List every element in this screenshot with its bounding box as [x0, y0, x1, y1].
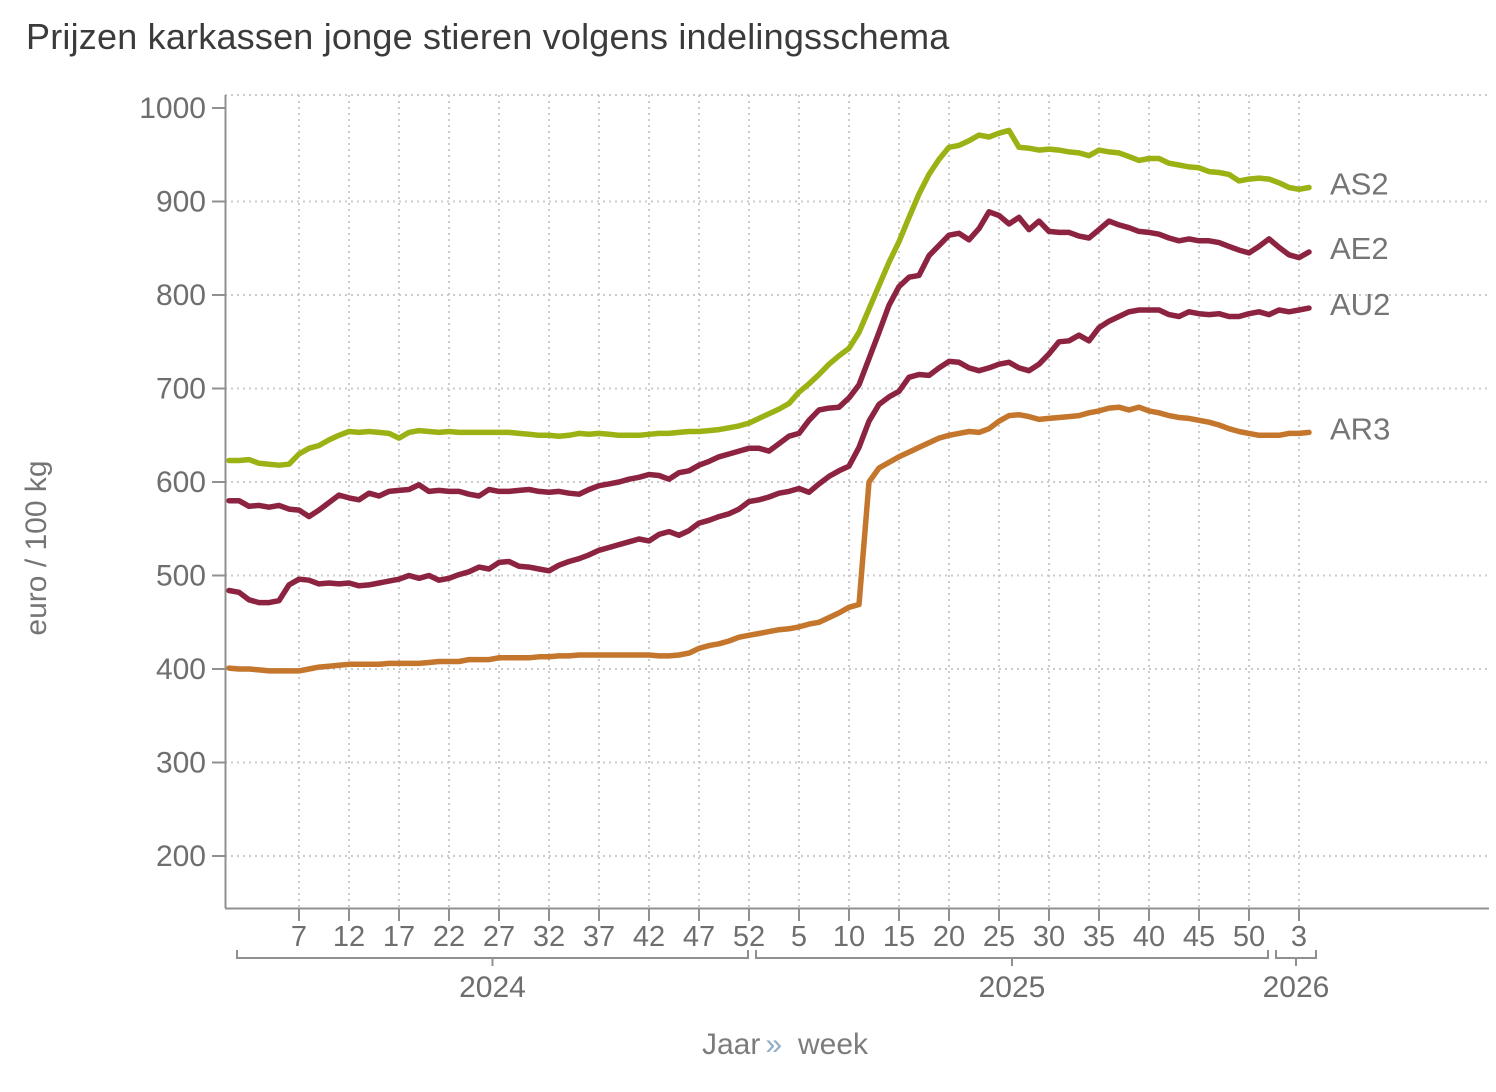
y-tick-label: 600 — [156, 466, 206, 499]
y-tick-label: 300 — [156, 747, 206, 780]
x-tick-label: 3 — [1291, 921, 1307, 953]
y-tick-label: 1000 — [139, 92, 206, 125]
x-tick-label: 35 — [1083, 921, 1115, 953]
year-label: 2026 — [1263, 971, 1330, 1004]
x-tick-label: 30 — [1033, 921, 1065, 953]
x-tick-label: 15 — [883, 921, 915, 953]
x-tick-label: 17 — [383, 921, 415, 953]
x-tick-label: 27 — [483, 921, 515, 953]
x-tick-label: 40 — [1133, 921, 1165, 953]
y-tick-label: 200 — [156, 840, 206, 873]
year-label: 2025 — [979, 971, 1046, 1004]
series-line-au2 — [226, 305, 1312, 606]
series-label-as2: AS2 — [1330, 166, 1389, 201]
series-label-ar3: AR3 — [1330, 411, 1390, 446]
series-line-ar3 — [226, 404, 1312, 674]
x-tick-label: 42 — [633, 921, 665, 953]
x-tick-label: 52 — [733, 921, 765, 953]
x-tick-label: 5 — [791, 921, 807, 953]
x-tick-label: 22 — [433, 921, 465, 953]
x-axis-title-week: week — [798, 1028, 869, 1061]
x-tick-label: 7 — [291, 921, 307, 953]
x-axis-title-jaar: Jaar — [701, 1028, 761, 1061]
year-bracket — [236, 950, 749, 966]
series-label-au2: AU2 — [1330, 287, 1390, 322]
y-tick-label: 500 — [156, 560, 206, 593]
x-tick-label: 20 — [933, 921, 965, 953]
year-bracket — [1275, 950, 1317, 966]
x-tick-label: 50 — [1233, 921, 1265, 953]
series-label-ae2: AE2 — [1330, 231, 1389, 266]
x-tick-label: 12 — [333, 921, 365, 953]
series-line-as2 — [226, 127, 1312, 468]
x-tick-label: 47 — [683, 921, 715, 953]
year-bracket — [755, 950, 1269, 966]
x-tick-label: 37 — [583, 921, 615, 953]
page-title: Prijzen karkassen jonge stieren volgens … — [26, 16, 950, 57]
series-lines — [226, 127, 1312, 674]
chevron-right-icon: » — [765, 1028, 782, 1061]
y-axis-title: euro / 100 kg — [20, 460, 53, 635]
gridlines — [225, 94, 1489, 908]
x-tick-label: 25 — [983, 921, 1015, 953]
y-tick-label: 900 — [156, 186, 206, 219]
y-tick-label: 400 — [156, 653, 206, 686]
x-tick-label: 45 — [1183, 921, 1215, 953]
y-tick-label: 800 — [156, 279, 206, 312]
x-axis-title: Jaar» week — [225, 1028, 1345, 1062]
axes — [212, 95, 1489, 966]
x-tick-label: 10 — [833, 921, 865, 953]
series-line-ae2 — [226, 209, 1312, 520]
y-tick-label: 700 — [156, 373, 206, 406]
year-label: 2024 — [459, 971, 526, 1004]
series-labels: AS2 AE2 AU2 AR3 — [1330, 166, 1390, 446]
x-tick-label: 32 — [533, 921, 565, 953]
